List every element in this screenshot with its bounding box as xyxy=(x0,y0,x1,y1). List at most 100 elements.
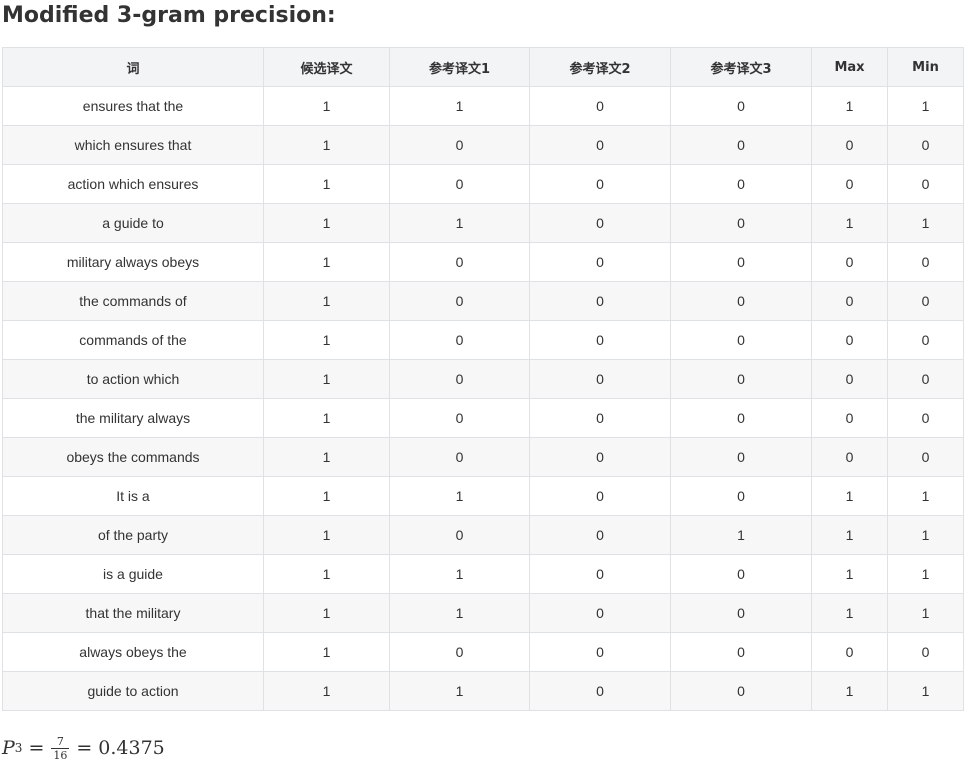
cell-min: 0 xyxy=(887,242,964,282)
table-row: guide to action 1 1 0 0 1 1 xyxy=(2,671,964,711)
cell-max: 0 xyxy=(811,281,888,321)
table-row: obeys the commands 1 0 0 0 0 0 xyxy=(2,437,964,477)
cell-candidate: 1 xyxy=(263,515,390,555)
cell-reference-1: 0 xyxy=(389,125,530,165)
cell-candidate: 1 xyxy=(263,632,390,672)
cell-max: 0 xyxy=(811,164,888,204)
cell-candidate: 1 xyxy=(263,554,390,594)
header-max: Max xyxy=(811,47,888,87)
cell-reference-1: 1 xyxy=(389,554,530,594)
cell-ngram: commands of the xyxy=(2,320,264,360)
cell-candidate: 1 xyxy=(263,437,390,477)
cell-ngram: obeys the commands xyxy=(2,437,264,477)
cell-reference-3: 0 xyxy=(670,437,812,477)
cell-reference-2: 0 xyxy=(529,86,671,126)
cell-reference-1: 0 xyxy=(389,242,530,282)
cell-reference-3: 0 xyxy=(670,281,812,321)
header-min: Min xyxy=(887,47,964,87)
cell-max: 1 xyxy=(811,554,888,594)
cell-reference-3: 0 xyxy=(670,593,812,633)
cell-max: 0 xyxy=(811,632,888,672)
cell-reference-3: 0 xyxy=(670,632,812,672)
cell-reference-1: 0 xyxy=(389,398,530,438)
cell-reference-2: 0 xyxy=(529,125,671,165)
cell-reference-2: 0 xyxy=(529,359,671,399)
cell-reference-2: 0 xyxy=(529,398,671,438)
cell-candidate: 1 xyxy=(263,398,390,438)
cell-min: 0 xyxy=(887,359,964,399)
table-body: ensures that the 1 1 0 0 1 1 which ensures that… xyxy=(2,86,964,711)
table-row: is a guide 1 1 0 0 1 1 xyxy=(2,554,964,594)
table-row: of the party 1 0 0 1 1 1 xyxy=(2,515,964,555)
cell-reference-2: 0 xyxy=(529,164,671,204)
cell-reference-1: 0 xyxy=(389,632,530,672)
cell-max: 1 xyxy=(811,593,888,633)
formula-denominator: 16 xyxy=(51,747,70,762)
cell-min: 1 xyxy=(887,515,964,555)
cell-reference-3: 0 xyxy=(670,164,812,204)
cell-max: 1 xyxy=(811,203,888,243)
cell-candidate: 1 xyxy=(263,476,390,516)
cell-reference-2: 0 xyxy=(529,632,671,672)
cell-max: 1 xyxy=(811,476,888,516)
cell-min: 0 xyxy=(887,437,964,477)
cell-reference-3: 0 xyxy=(670,320,812,360)
cell-min: 0 xyxy=(887,398,964,438)
header-reference-3: 参考译文3 xyxy=(670,47,812,87)
cell-reference-3: 0 xyxy=(670,476,812,516)
formula-fraction: 7 16 xyxy=(51,736,70,762)
cell-min: 0 xyxy=(887,320,964,360)
cell-reference-3: 1 xyxy=(670,515,812,555)
cell-reference-2: 0 xyxy=(529,320,671,360)
cell-max: 1 xyxy=(811,86,888,126)
cell-min: 0 xyxy=(887,281,964,321)
formula-equals-1: = xyxy=(28,737,45,759)
cell-ngram: always obeys the xyxy=(2,632,264,672)
cell-min: 1 xyxy=(887,671,964,711)
cell-ngram: that the military xyxy=(2,593,264,633)
cell-max: 1 xyxy=(811,515,888,555)
cell-min: 1 xyxy=(887,593,964,633)
formula-equals-2: = xyxy=(76,737,93,759)
cell-min: 0 xyxy=(887,632,964,672)
cell-ngram: to action which xyxy=(2,359,264,399)
header-reference-1: 参考译文1 xyxy=(389,47,530,87)
cell-ngram: of the party xyxy=(2,515,264,555)
table-row: commands of the 1 0 0 0 0 0 xyxy=(2,320,964,360)
cell-reference-2: 0 xyxy=(529,437,671,477)
cell-max: 0 xyxy=(811,320,888,360)
table-row: a guide to 1 1 0 0 1 1 xyxy=(2,203,964,243)
cell-min: 0 xyxy=(887,125,964,165)
cell-ngram: military always obeys xyxy=(2,242,264,282)
cell-reference-1: 0 xyxy=(389,281,530,321)
cell-candidate: 1 xyxy=(263,203,390,243)
cell-candidate: 1 xyxy=(263,359,390,399)
cell-candidate: 1 xyxy=(263,320,390,360)
section-heading: Modified 3-gram precision: xyxy=(2,3,336,28)
table-row: always obeys the 1 0 0 0 0 0 xyxy=(2,632,964,672)
table-row: that the military 1 1 0 0 1 1 xyxy=(2,593,964,633)
cell-candidate: 1 xyxy=(263,593,390,633)
cell-max: 0 xyxy=(811,398,888,438)
cell-min: 1 xyxy=(887,86,964,126)
cell-candidate: 1 xyxy=(263,281,390,321)
cell-reference-1: 0 xyxy=(389,359,530,399)
cell-reference-2: 0 xyxy=(529,476,671,516)
cell-reference-2: 0 xyxy=(529,554,671,594)
cell-reference-3: 0 xyxy=(670,671,812,711)
formula-symbol: P xyxy=(2,737,15,759)
cell-reference-3: 0 xyxy=(670,86,812,126)
cell-reference-3: 0 xyxy=(670,398,812,438)
cell-reference-1: 1 xyxy=(389,86,530,126)
cell-ngram: the commands of xyxy=(2,281,264,321)
cell-reference-2: 0 xyxy=(529,242,671,282)
cell-ngram: a guide to xyxy=(2,203,264,243)
cell-reference-1: 0 xyxy=(389,437,530,477)
cell-reference-2: 0 xyxy=(529,593,671,633)
cell-min: 1 xyxy=(887,476,964,516)
cell-reference-1: 0 xyxy=(389,515,530,555)
cell-max: 0 xyxy=(811,125,888,165)
cell-min: 1 xyxy=(887,554,964,594)
cell-reference-1: 0 xyxy=(389,320,530,360)
